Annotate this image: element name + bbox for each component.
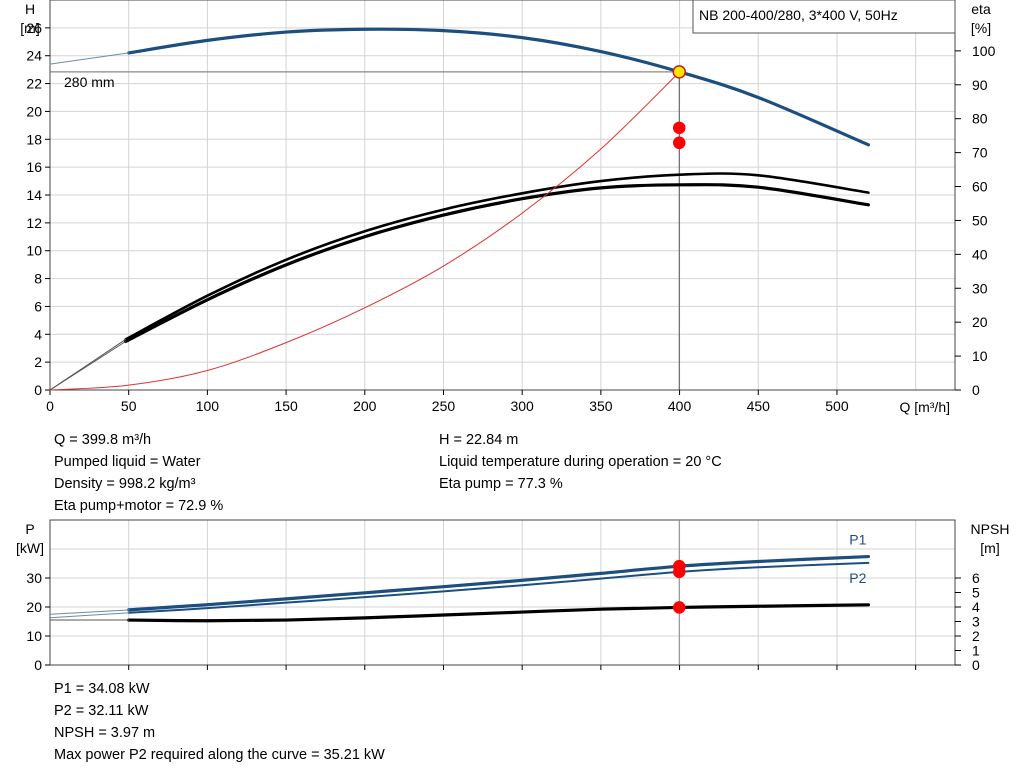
info-density: Density = 998.2 kg/m³ [54, 476, 196, 492]
info-flow: Q = 399.8 m³/h [54, 432, 152, 448]
x-axis-tick-label: 250 [432, 398, 456, 414]
curve-series-0 [127, 27, 871, 147]
left-axis-tick-label: 24 [26, 48, 42, 64]
operating-point-marker [673, 136, 686, 150]
right-axis-label: eta [971, 1, 991, 17]
curve-series-3 [49, 612, 130, 619]
curve-series-5 [49, 341, 127, 391]
right-axis-tick-label: 70 [972, 145, 988, 161]
info-max-power: Max power P2 required along the curve = … [54, 747, 385, 763]
left-axis-tick-label: 20 [26, 599, 42, 615]
x-axis-tick-label: 100 [196, 398, 220, 414]
info-eta-pump-motor: Eta pump+motor = 72.9 % [54, 498, 224, 514]
right-axis-tick-label: 60 [972, 179, 988, 195]
x-axis-tick-label: 500 [825, 398, 849, 414]
title-box [692, 0, 956, 34]
left-axis-tick-label: 10 [26, 243, 42, 259]
right-axis-tick-label: 90 [972, 77, 988, 93]
right-axis-tick-label: 80 [972, 111, 988, 127]
info-npsh: NPSH = 3.97 m [54, 725, 156, 741]
curve-series-4 [127, 603, 871, 623]
operating-point-marker [673, 565, 686, 579]
curve-series-1 [127, 561, 870, 614]
right-axis-tick-label: 50 [972, 212, 988, 228]
right-axis-tick-label: 0 [972, 382, 980, 398]
x-axis-tick-label: 450 [747, 398, 771, 414]
plot-frame [49, 519, 956, 666]
info-eta-pump: Eta pump = 77.3 % [439, 476, 563, 492]
left-axis-unit: [kW] [16, 540, 44, 556]
operating-point-marker [673, 601, 686, 614]
left-axis-tick-label: 8 [34, 271, 42, 287]
left-axis-tick-label: 4 [34, 326, 42, 342]
x-axis-tick-label: 50 [121, 398, 137, 414]
left-axis-label: H [25, 1, 35, 17]
left-axis-tick-label: 2 [34, 354, 42, 370]
chart-title: NB 200-400/280, 3*400 V, 50Hz [699, 7, 898, 23]
head-efficiency-chart: 0246810121416182022242601020304050607080… [20, 0, 996, 415]
info-liquid-temperature: Liquid temperature during operation = 20… [439, 454, 722, 470]
right-axis-tick-label: 4 [972, 599, 980, 615]
info-head: H = 22.84 m [439, 432, 519, 448]
left-axis-label: P [25, 521, 34, 537]
operating-point-marker [673, 121, 686, 135]
x-axis-tick-label: 350 [589, 398, 613, 414]
left-axis-tick-label: 20 [26, 103, 42, 119]
left-axis-unit: [m] [20, 20, 39, 36]
left-axis-tick-label: 26 [26, 20, 42, 36]
left-axis-tick-label: 18 [26, 131, 42, 147]
impeller-diameter-label: 280 mm [64, 74, 115, 90]
right-axis-tick-label: 5 [972, 585, 980, 601]
left-axis-tick-label: 0 [34, 657, 42, 673]
right-axis-tick-label: 30 [972, 280, 988, 296]
right-axis-tick-label: 6 [972, 570, 980, 586]
left-axis-tick-label: 12 [26, 215, 42, 231]
x-axis-tick-label: 150 [274, 398, 298, 414]
info-top-left: Q = 399.8 m³/h Pumped liquid = Water Den… [54, 429, 223, 517]
right-axis-tick-label: 0 [972, 657, 980, 673]
curve-series-3 [123, 183, 871, 344]
left-axis-tick-label: 0 [34, 382, 42, 398]
right-axis-tick-label: 100 [972, 43, 996, 59]
x-axis-tick-label: 200 [353, 398, 377, 414]
x-axis-tick-label: 300 [510, 398, 534, 414]
left-axis-tick-label: 30 [26, 570, 42, 586]
x-axis-tick-label: 400 [668, 398, 692, 414]
x-axis-label: Q [m³/h] [899, 399, 950, 415]
right-axis-tick-label: 10 [972, 348, 988, 364]
info-pumped-liquid: Pumped liquid = Water [54, 454, 201, 470]
left-axis-tick-label: 16 [26, 159, 42, 175]
curve-series-2 [49, 609, 130, 615]
right-axis-tick-label: 3 [972, 614, 980, 630]
right-axis-tick-label: 2 [972, 628, 980, 644]
right-axis-tick-label: 1 [972, 643, 980, 659]
left-axis-tick-label: 10 [26, 628, 42, 644]
left-axis-tick-label: 14 [26, 187, 42, 203]
right-axis-label: NPSH [971, 521, 1010, 537]
curve-series-0 [127, 554, 871, 612]
curve-series-1 [49, 52, 130, 65]
left-axis-tick-label: 22 [26, 76, 42, 92]
operating-point-marker [672, 65, 687, 79]
right-axis-unit: [%] [971, 20, 991, 36]
info-top-right: H = 22.84 m Liquid temperature during op… [439, 429, 722, 495]
series-label-p1: P1 [849, 532, 866, 548]
series-label-p2: P2 [849, 570, 866, 586]
info-p1: P1 = 34.08 kW [54, 681, 150, 697]
right-axis-tick-label: 20 [972, 314, 988, 330]
right-axis-tick-label: 40 [972, 246, 988, 262]
right-axis-unit: [m] [980, 540, 999, 556]
left-axis-tick-label: 6 [34, 298, 42, 314]
curve-series-6 [49, 71, 681, 391]
info-bottom: P1 = 34.08 kW P2 = 32.11 kW NPSH = 3.97 … [54, 678, 385, 766]
info-p2: P2 = 32.11 kW [54, 703, 149, 719]
x-axis-tick-label: 0 [46, 398, 54, 414]
curve-series-2 [124, 172, 870, 341]
